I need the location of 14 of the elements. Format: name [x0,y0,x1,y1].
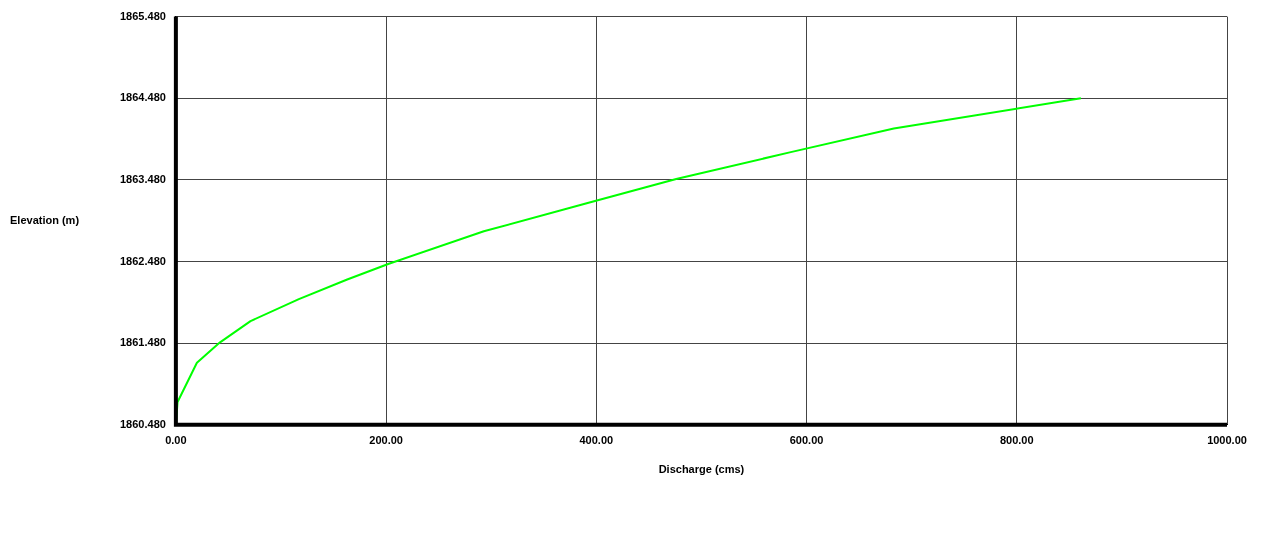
x-tick-label: 600.00 [789,434,824,447]
y-tick-label: 1860.480 [119,417,166,430]
y-tick-label: 1861.480 [119,336,166,349]
y-tick-label: 1864.480 [119,91,166,104]
x-axis-title: Discharge (cms) [658,462,745,475]
y-tick-label: 1865.480 [119,9,166,22]
x-tick-label: 1000.00 [1207,434,1247,447]
x-tick-label: 0.00 [165,434,187,447]
x-tick-label: 200.00 [369,434,403,447]
x-tick-label: 400.00 [579,434,614,447]
y-tick-label: 1862.480 [119,254,166,267]
y-tick-label: 1863.480 [119,172,166,185]
y-axis-title: Elevation (m) [10,213,80,226]
x-tick-label: 800.00 [999,434,1034,447]
